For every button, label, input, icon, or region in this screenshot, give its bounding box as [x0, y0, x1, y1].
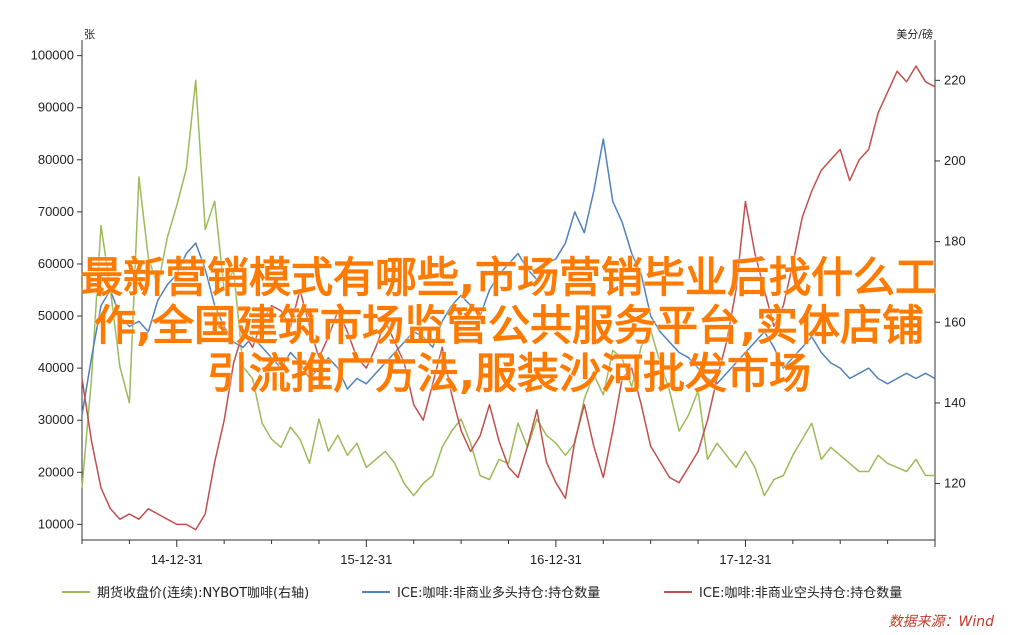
right-axis-tick-label: 180	[944, 234, 966, 249]
left-axis-tick-label: 50000	[38, 308, 74, 323]
series-line-1	[81, 79, 935, 497]
x-axis-tick-label: 16-12-31	[530, 552, 582, 567]
right-axis-tick-label: 160	[944, 314, 966, 329]
right-axis-unit: 美分/磅	[896, 27, 933, 41]
right-axis-tick-label: 220	[944, 72, 966, 87]
overlay-text-line-3: 引流推广方法,服装沙河批发市场	[207, 349, 811, 398]
data-source-label: 数据来源：Wind	[888, 614, 995, 630]
series-layer	[81, 65, 936, 531]
legend-label-2: ICE:咖啡:非商业多头持仓:持仓数量	[397, 585, 600, 601]
left-axis-tick-label: 100000	[31, 48, 74, 63]
legend-label-3: ICE:咖啡:非商业空头持仓:持仓数量	[699, 586, 902, 601]
series-line-2	[81, 138, 936, 416]
left-axis-tick-label: 10000	[38, 516, 74, 531]
left-axis-tick-label: 40000	[38, 360, 74, 375]
left-axis-tick-label: 30000	[38, 412, 74, 427]
left-axis-tick-label: 70000	[38, 204, 74, 219]
x-axis-tick-label: 17-12-31	[719, 552, 771, 567]
x-axis-tick-label: 14-12-31	[151, 552, 203, 567]
left-axis: 张 10000 20000 30000 40000 50000 60000 70000 8000…	[31, 28, 95, 531]
left-axis-tick-label: 60000	[38, 256, 74, 271]
right-axis-tick-label: 120	[944, 476, 966, 491]
right-axis-tick-label: 200	[944, 153, 966, 168]
right-axis-tick-label: 140	[944, 395, 966, 410]
left-axis-tick-label: 80000	[38, 152, 74, 167]
legend: 期货收盘价(连续):NYBOT咖啡(右轴) ICE:咖啡:非商业多头持仓:持仓数量…	[62, 585, 902, 601]
left-axis-tick-label: 90000	[38, 100, 74, 115]
left-axis-unit: 张	[84, 28, 95, 41]
x-axis: 14-12-31 15-12-31 16-12-31 17-12-31	[81, 540, 936, 567]
series-line-3	[81, 65, 936, 531]
left-axis-tick-label: 20000	[38, 464, 74, 479]
right-axis: 美分/磅 120 140 160 180 200 220	[896, 27, 965, 491]
overlay-text-line-1: 最新营销模式有哪些,市场营销毕业后找什么工	[81, 253, 937, 302]
x-axis-tick-label: 15-12-31	[340, 552, 392, 567]
overlay-text-line-2: 作,全国建筑市场监管公共服务平台,实体店铺	[94, 301, 924, 350]
legend-label-1: 期货收盘价(连续):NYBOT咖啡(右轴)	[97, 585, 309, 601]
